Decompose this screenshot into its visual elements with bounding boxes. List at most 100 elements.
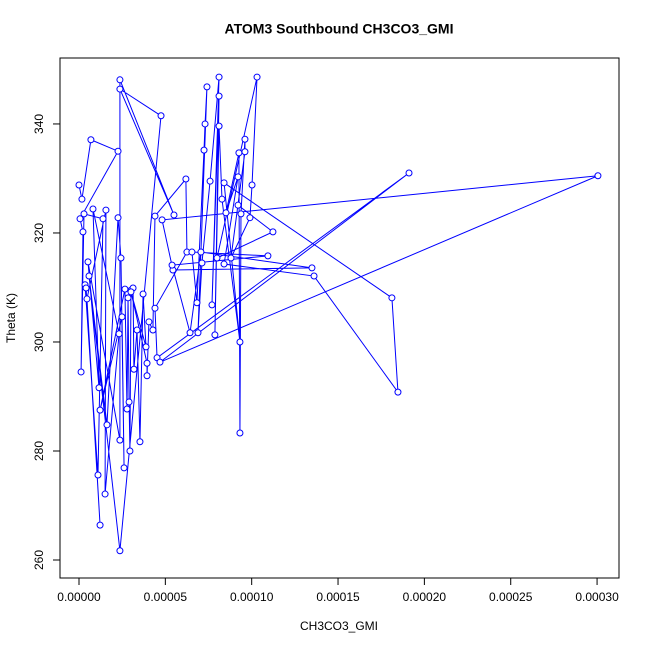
data-point [89,205,97,213]
x-tick-label: 0.00010 [230,590,274,604]
x-tick-label: 0.00000 [57,590,101,604]
data-point [124,294,132,302]
data-point [220,179,228,187]
data-point [220,260,228,268]
data-point [234,173,242,181]
x-tick-label: 0.00020 [403,590,447,604]
data-point [206,177,214,185]
data-point [118,313,126,321]
data-point [182,175,190,183]
data-point [237,210,245,218]
data-point [308,264,316,272]
data-point [234,201,242,209]
data-point [145,318,153,326]
data-point [79,228,87,236]
data-point [116,85,124,93]
chart-title: ATOM3 Southbound CH3CO3_GMI [225,21,454,37]
data-point [388,294,396,302]
data-point [139,290,147,298]
data-point [121,285,129,293]
data-point [213,254,221,262]
data-point [201,120,209,128]
data-point [130,365,138,373]
data-point [186,329,194,337]
data-point [143,372,151,380]
y-tick-label: 340 [32,114,46,134]
data-point [117,254,125,262]
data-point [194,329,202,337]
data-point [123,405,131,413]
data-point [236,338,244,346]
data-point [149,326,157,334]
data-point [114,214,122,222]
data-point [405,169,413,177]
data-point [103,421,111,429]
data-point [136,438,144,446]
data-point [394,388,402,396]
data-point [151,304,159,312]
data-point [188,248,196,256]
y-axis-label: Theta (K) [4,293,18,343]
data-point [253,73,261,81]
data-point [115,330,123,338]
y-tick-label: 260 [32,550,46,570]
data-point [82,284,90,292]
data-point [158,216,166,224]
x-axis-label: CH3CO3_GMI [300,619,378,633]
data-point [116,436,124,444]
data-point [76,215,84,223]
data-point [215,73,223,81]
x-tick-label: 0.00005 [144,590,188,604]
data-point [248,181,256,189]
data-point [101,490,109,498]
plot-frame [59,57,620,579]
data-point [77,368,85,376]
data-point [227,254,235,262]
data-point [594,172,602,180]
data-point [235,149,243,157]
data-point [168,261,176,269]
data-point [120,464,128,472]
data-point [94,471,102,479]
data-point [211,331,219,339]
data-point [114,147,122,155]
data-point [310,272,318,280]
data-point [222,209,230,217]
data-point [143,359,151,367]
data-point [215,92,223,100]
data-point [125,398,133,406]
data-point [215,122,223,130]
data-point [142,343,150,351]
data-point [198,259,206,267]
data-point [218,195,226,203]
data-point [96,406,104,414]
data-point [170,211,178,219]
data-point [87,136,95,144]
data-point [203,83,211,91]
y-tick-label: 300 [32,332,46,352]
data-point [83,295,91,303]
data-point [151,212,159,220]
data-point [75,181,83,189]
data-point [116,76,124,84]
data-point [80,210,88,218]
data-point [84,258,92,266]
data-point [156,358,164,366]
data-point [197,248,205,256]
data-point [241,135,249,143]
data-point [133,326,141,334]
data-point [157,112,165,120]
data-point [85,272,93,280]
data-point [200,146,208,154]
data-point [95,384,103,392]
data-point [99,215,107,223]
data-point [193,299,201,307]
data-point [127,288,135,296]
data-point [269,228,277,236]
data-point [236,429,244,437]
data-point [246,214,254,222]
data-point [241,148,249,156]
data-point [102,206,110,214]
data-point [116,547,124,555]
